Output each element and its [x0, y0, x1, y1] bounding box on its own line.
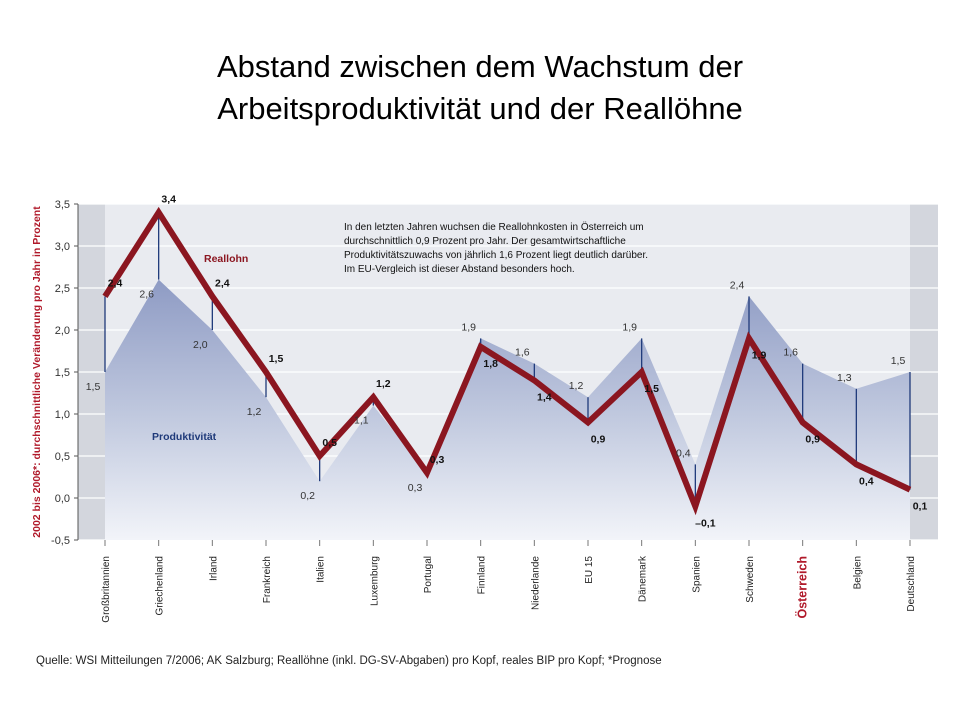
y-tick-label: 3,0 [55, 241, 70, 253]
reallohn-value-label: 3,4 [161, 193, 176, 205]
slide-title-line-1: Abstand zwischen dem Wachstum der [216, 49, 744, 84]
x-category-label: Italien [316, 556, 327, 583]
annotation-line: durchschnittlich 0,9 Prozent pro Jahr. D… [344, 236, 626, 247]
reallohn-value-label: 0,3 [430, 454, 445, 466]
legend-produktivitaet: Produktivität [152, 431, 217, 443]
x-category-label: Schweden [745, 556, 756, 603]
produktivitaet-value-label: 2,0 [193, 339, 208, 351]
y-tick-label: 1,0 [55, 409, 70, 421]
produktivitaet-value-label: 2,4 [730, 279, 745, 291]
reallohn-value-label: 1,9 [752, 349, 767, 361]
produktivitaet-value-label: 1,9 [622, 321, 637, 333]
chart-source: Quelle: WSI Mitteilungen 7/2006; AK Salz… [36, 655, 662, 667]
legend-reallohn: Reallohn [204, 253, 248, 265]
produktivitaet-value-label: 1,6 [783, 347, 798, 359]
series-produktivitaet-area [105, 279, 910, 540]
x-category-label: Österreich [795, 556, 810, 619]
x-category-label: Großbritannien [101, 556, 112, 623]
y-tick-label: 0,5 [55, 451, 70, 463]
annotation-line: Produktivitätszuwachs von jährlich 1,6 P… [344, 250, 648, 261]
annotation-line: Im EU-Vergleich ist dieser Abstand beson… [344, 264, 575, 275]
reallohn-value-label: 0,1 [913, 501, 928, 513]
x-category-label: Griechenland [155, 556, 166, 615]
reallohn-value-label: 1,2 [376, 378, 391, 390]
y-tick-label: 1,5 [55, 367, 70, 379]
x-category-label: Finnland [477, 556, 488, 594]
slide-title: Abstand zwischen dem Wachstum der Arbeit… [0, 46, 960, 130]
produktivitaet-value-label: 1,2 [247, 406, 262, 418]
produktivitaet-value-label: 0,4 [676, 447, 691, 459]
reallohn-value-label: 2,4 [215, 277, 230, 289]
produktivitaet-value-label: 0,3 [408, 482, 423, 494]
x-category-label: Deutschland [906, 556, 917, 612]
y-tick-label: 2,0 [55, 325, 70, 337]
produktivitaet-value-label: 1,9 [461, 321, 476, 333]
x-category-label: Portugal [423, 556, 434, 593]
reallohn-value-label: 0,9 [591, 433, 606, 445]
x-category-label: Niederlande [530, 556, 541, 610]
series-reallohn-line [102, 206, 912, 516]
x-category-label: Irland [208, 556, 219, 581]
produktivitaet-value-label: 1,1 [354, 415, 369, 427]
x-category-label: Frankreich [262, 556, 273, 603]
reallohn-value-label: –0,1 [695, 517, 716, 529]
x-category-label: EU 15 [584, 556, 595, 584]
produktivitaet-value-label: 1,3 [837, 372, 852, 384]
x-category-label: Luxemburg [369, 556, 380, 606]
x-category-label: Spanien [691, 556, 702, 593]
reallohn-value-label: 1,5 [269, 353, 284, 365]
reallohn-value-label: 1,4 [537, 391, 552, 403]
y-tick-label: -0,5 [51, 535, 70, 547]
reallohn-value-label: 2,4 [108, 277, 123, 289]
reallohn-value-label: 0,4 [859, 475, 874, 487]
x-category-label: Belgien [852, 556, 863, 589]
y-axis-label: 2002 bis 2006*: durchschnittliche Veränd… [31, 206, 43, 538]
y-tick-label: 3,5 [55, 199, 70, 211]
x-category-label: Dänemark [638, 555, 649, 602]
produktivitaet-value-label: 1,5 [86, 381, 101, 393]
slide-title-line-2: Arbeitsproduktivität und der Reallöhne [217, 91, 743, 126]
produktivitaet-value-label: 1,5 [891, 355, 906, 367]
reallohn-value-label: 1,8 [483, 358, 498, 370]
produktivitaet-value-label: 1,2 [569, 380, 584, 392]
produktivitaet-value-label: 1,6 [515, 347, 530, 359]
y-tick-label: 2,5 [55, 283, 70, 295]
reallohn-value-label: 0,9 [805, 433, 820, 445]
annotation-line: In den letzten Jahren wuchsen die Reallo… [344, 221, 644, 233]
reallohn-value-label: 1,5 [644, 383, 659, 395]
produktivitaet-value-label: 0,2 [300, 490, 315, 502]
produktivitaet-value-label: 2,6 [139, 289, 154, 301]
y-tick-label: 0,0 [55, 493, 70, 505]
reallohn-value-label: 0,5 [322, 437, 337, 449]
